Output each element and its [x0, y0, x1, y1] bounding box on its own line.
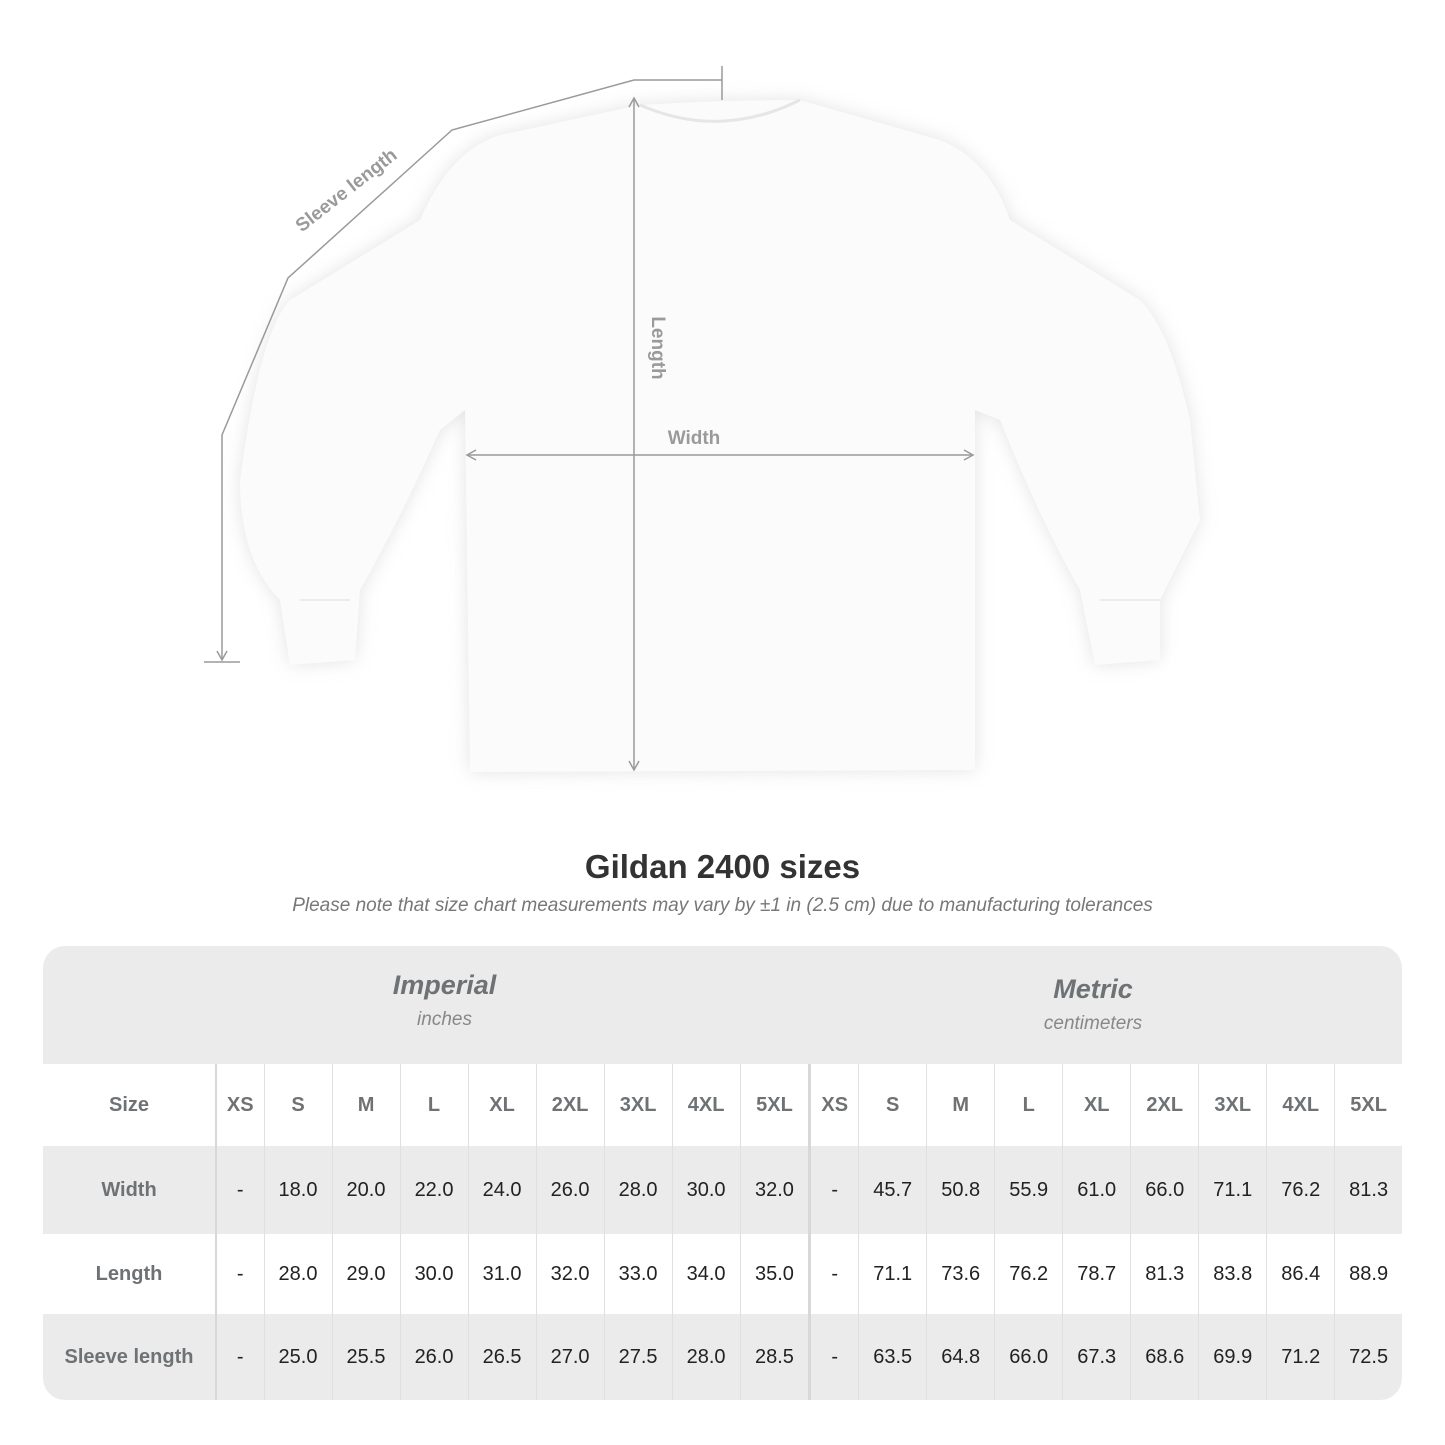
imperial-value: 28.0 — [671, 1314, 741, 1400]
imperial-value: 18.0 — [263, 1146, 333, 1234]
imperial-value: - — [215, 1234, 264, 1314]
table-row: Sleeve length -25.0 25.5 26.0 26.5 27.0 27.5 28… — [43, 1314, 1402, 1400]
imperial-value: 28.5 — [739, 1314, 810, 1400]
metric-value: 71.2 — [1266, 1314, 1335, 1400]
shirt-shape — [240, 98, 1200, 772]
imperial-size-4xl: 4XL — [671, 1064, 741, 1146]
metric-header: Metric centimeters — [863, 946, 1323, 1064]
metric-value: 61.0 — [1062, 1146, 1131, 1234]
metric-title: Metric — [1053, 974, 1133, 1004]
imperial-size-5xl: 5XL — [739, 1064, 810, 1146]
page-title: Gildan 2400 sizes — [584, 848, 861, 885]
metric-value: 88.9 — [1334, 1234, 1402, 1314]
sleeve-length-line — [216, 79, 722, 662]
metric-value: 63.5 — [858, 1314, 927, 1400]
size-label: Size — [43, 1064, 217, 1146]
imperial-value: 33.0 — [603, 1234, 673, 1314]
imperial-size-3xl: 3XL — [603, 1064, 673, 1146]
size-header-row: Size XS S M L XL 2XL 3XL 4XL 5XL XS S M L XL 2XL 3XL 4XL 5… — [43, 1064, 1402, 1146]
imperial-value: 31.0 — [467, 1234, 537, 1314]
imperial-value: 30.0 — [399, 1234, 469, 1314]
imperial-value: 32.0 — [535, 1234, 605, 1314]
metric-value: 83.8 — [1198, 1234, 1267, 1314]
metric-size-4xl: 4XL — [1266, 1064, 1335, 1146]
imperial-value: - — [215, 1146, 264, 1234]
metric-value: 66.0 — [1130, 1146, 1199, 1234]
metric-value: - — [808, 1314, 859, 1400]
metric-value: 55.9 — [994, 1146, 1063, 1234]
metric-value: 68.6 — [1130, 1314, 1199, 1400]
imperial-value: 25.0 — [263, 1314, 333, 1400]
imperial-size-m: M — [331, 1064, 401, 1146]
imperial-value: 26.5 — [467, 1314, 537, 1400]
metric-size-s: S — [858, 1064, 927, 1146]
length-label: Length — [647, 316, 668, 379]
metric-value: 66.0 — [994, 1314, 1063, 1400]
metric-size-xl: XL — [1062, 1064, 1131, 1146]
imperial-value: 35.0 — [739, 1234, 810, 1314]
metric-size-m: M — [926, 1064, 995, 1146]
imperial-unit: inches — [417, 1009, 472, 1030]
imperial-header: Imperial inches — [217, 946, 672, 1064]
row-label: Width — [43, 1146, 217, 1234]
imperial-value: 34.0 — [671, 1234, 741, 1314]
size-grid: Size XS S M L XL 2XL 3XL 4XL 5XL XS S M L XL 2XL 3XL 4XL 5… — [43, 1064, 1402, 1400]
metric-value: 71.1 — [1198, 1146, 1267, 1234]
row-label: Sleeve length — [43, 1314, 217, 1400]
imperial-value: 27.0 — [535, 1314, 605, 1400]
metric-value: 45.7 — [858, 1146, 927, 1234]
metric-value: - — [808, 1234, 859, 1314]
imperial-value: 27.5 — [603, 1314, 673, 1400]
metric-size-5xl: 5XL — [1334, 1064, 1402, 1146]
metric-unit: centimeters — [1043, 1013, 1143, 1034]
imperial-value: 26.0 — [535, 1146, 605, 1234]
imperial-value: 30.0 — [671, 1146, 741, 1234]
imperial-value: 28.0 — [263, 1234, 333, 1314]
metric-value: 86.4 — [1266, 1234, 1335, 1314]
metric-size-xs: XS — [808, 1064, 859, 1146]
measure-lines — [204, 66, 975, 772]
metric-value: 72.5 — [1334, 1314, 1402, 1400]
imperial-value: - — [215, 1314, 264, 1400]
row-label: Length — [43, 1234, 217, 1314]
metric-value: 76.2 — [1266, 1146, 1335, 1234]
metric-size-3xl: 3XL — [1198, 1064, 1267, 1146]
imperial-value: 25.5 — [331, 1314, 401, 1400]
imperial-value: 28.0 — [603, 1146, 673, 1234]
metric-value: 73.6 — [926, 1234, 995, 1314]
metric-value: 81.3 — [1334, 1146, 1402, 1234]
width-label: Width — [668, 428, 721, 449]
metric-value: 76.2 — [994, 1234, 1063, 1314]
metric-value: 50.8 — [926, 1146, 995, 1234]
header-band — [43, 946, 1402, 1064]
imperial-title: Imperial — [392, 970, 497, 1000]
metric-value: 69.9 — [1198, 1314, 1267, 1400]
imperial-size-xl: XL — [467, 1064, 537, 1146]
metric-size-l: L — [994, 1064, 1063, 1146]
imperial-size-l: L — [399, 1064, 469, 1146]
imperial-size-xs: XS — [215, 1064, 264, 1146]
metric-size-2xl: 2XL — [1130, 1064, 1199, 1146]
imperial-size-s: S — [263, 1064, 333, 1146]
imperial-value: 26.0 — [399, 1314, 469, 1400]
metric-value: 71.1 — [858, 1234, 927, 1314]
table-row: Length -28.0 29.0 30.0 31.0 32.0 33.0 34.0 35.0-… — [43, 1234, 1402, 1314]
metric-value: 67.3 — [1062, 1314, 1131, 1400]
table-row: Width -18.0 20.0 22.0 24.0 26.0 28.0 30.0 32.0-4… — [43, 1146, 1402, 1234]
shirt-illustration: Sleeve length Length Width — [204, 66, 1200, 772]
imperial-value: 22.0 — [399, 1146, 469, 1234]
tolerance-note: Please note that size chart measurements… — [292, 895, 1153, 916]
metric-value: - — [808, 1146, 859, 1234]
metric-value: 64.8 — [926, 1314, 995, 1400]
imperial-size-2xl: 2XL — [535, 1064, 605, 1146]
metric-value: 81.3 — [1130, 1234, 1199, 1314]
imperial-value: 29.0 — [331, 1234, 401, 1314]
imperial-value: 20.0 — [331, 1146, 401, 1234]
imperial-value: 32.0 — [739, 1146, 810, 1234]
size-table: Imperial inches Metric centimeters Size X… — [43, 946, 1402, 1400]
metric-value: 78.7 — [1062, 1234, 1131, 1314]
imperial-value: 24.0 — [467, 1146, 537, 1234]
